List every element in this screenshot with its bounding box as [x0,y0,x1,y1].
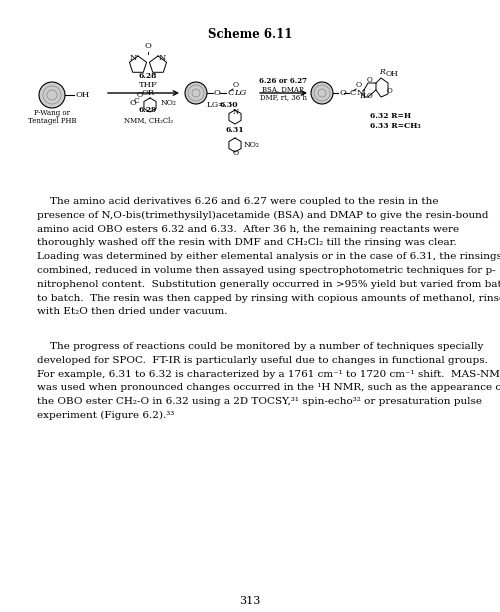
Text: 6.26 or 6.27: 6.26 or 6.27 [259,77,307,85]
Text: O: O [233,149,239,157]
Text: OH: OH [386,70,399,78]
Text: O: O [130,99,137,107]
Text: 6.30: 6.30 [220,101,238,109]
Text: Scheme 6.11: Scheme 6.11 [208,28,292,41]
Text: N: N [130,54,136,62]
Text: P-Wang or: P-Wang or [34,109,70,117]
Text: 6.32 R=H: 6.32 R=H [370,112,411,120]
Text: O: O [387,87,393,95]
Text: The progress of reactions could be monitored by a number of techniques specially: The progress of reactions could be monit… [37,342,484,351]
Text: to batch.  The resin was then capped by rinsing with copious amounts of methanol: to batch. The resin was then capped by r… [37,294,500,302]
Text: N: N [357,89,364,97]
Text: OR: OR [142,89,154,97]
Text: O: O [137,91,143,99]
Text: R: R [379,68,385,76]
Text: O: O [367,76,373,84]
Text: O: O [214,89,221,97]
Text: C: C [134,97,140,105]
Text: N: N [158,54,166,62]
Text: O: O [367,92,373,100]
Text: O: O [339,89,346,97]
Text: the OBO ester CH₂-O in 6.32 using a 2D TOCSY,³¹ spin-echo³² or presaturation pul: the OBO ester CH₂-O in 6.32 using a 2D T… [37,397,482,406]
Text: 6.33 R=CH₃: 6.33 R=CH₃ [370,122,420,130]
Text: OH: OH [75,91,89,99]
Text: amino acid OBO esters 6.32 and 6.33.  After 36 h, the remaining reactants were: amino acid OBO esters 6.32 and 6.33. Aft… [37,225,459,234]
Text: H: H [360,92,366,100]
Text: Tentagel PHB: Tentagel PHB [28,117,76,125]
Text: O: O [356,81,362,89]
Text: 6.29: 6.29 [139,106,157,114]
Text: For example, 6.31 to 6.32 is characterized by a 1761 cm⁻¹ to 1720 cm⁻¹ shift.  M: For example, 6.31 to 6.32 is characteriz… [37,370,500,379]
Text: Loading was determined by either elemental analysis or in the case of 6.31, the : Loading was determined by either element… [37,252,500,261]
Text: 313: 313 [240,596,260,606]
Text: experiment (Figure 6.2).³³: experiment (Figure 6.2).³³ [37,411,174,420]
Circle shape [185,82,207,104]
Text: thoroughly washed off the resin with DMF and CH₂Cl₂ till the rinsing was clear.: thoroughly washed off the resin with DMF… [37,239,457,247]
Text: was used when pronounced changes occurred in the ¹H NMR, such as the appearance : was used when pronounced changes occurre… [37,383,500,392]
Text: presence of N,O-bis(trimethysilyl)acetamide (BSA) and DMAP to give the resin-bou: presence of N,O-bis(trimethysilyl)acetam… [37,211,488,220]
Text: N: N [233,108,239,116]
Text: NO₂: NO₂ [161,99,177,107]
Text: NO₂: NO₂ [244,141,260,149]
Text: The amino acid derivatives 6.26 and 6.27 were coupled to the resin in the: The amino acid derivatives 6.26 and 6.27… [37,197,438,206]
Text: LG: LG [234,89,246,97]
Text: BSA, DMAP,: BSA, DMAP, [262,85,304,93]
Text: nitrophenol content.  Substitution generally occurred in >95% yield but varied f: nitrophenol content. Substitution genera… [37,280,500,289]
Circle shape [39,82,65,108]
Text: combined, reduced in volume then assayed using spectrophotometric techniques for: combined, reduced in volume then assayed… [37,266,496,275]
Text: O: O [233,81,239,89]
Text: O: O [144,42,152,50]
Text: C: C [227,89,234,97]
Text: developed for SPOC.  FT-IR is particularly useful due to changes in functional g: developed for SPOC. FT-IR is particularl… [37,356,488,365]
Text: THF: THF [138,81,158,89]
Text: NMM, CH₂Cl₂: NMM, CH₂Cl₂ [124,116,172,124]
Text: DMF, rt, 36 h: DMF, rt, 36 h [260,93,306,101]
Text: LG=: LG= [207,101,227,109]
Text: 6.28: 6.28 [139,72,157,80]
Text: C: C [350,89,356,97]
Text: 6.31: 6.31 [226,126,244,134]
Circle shape [311,82,333,104]
Text: with Et₂O then dried under vacuum.: with Et₂O then dried under vacuum. [37,307,228,316]
